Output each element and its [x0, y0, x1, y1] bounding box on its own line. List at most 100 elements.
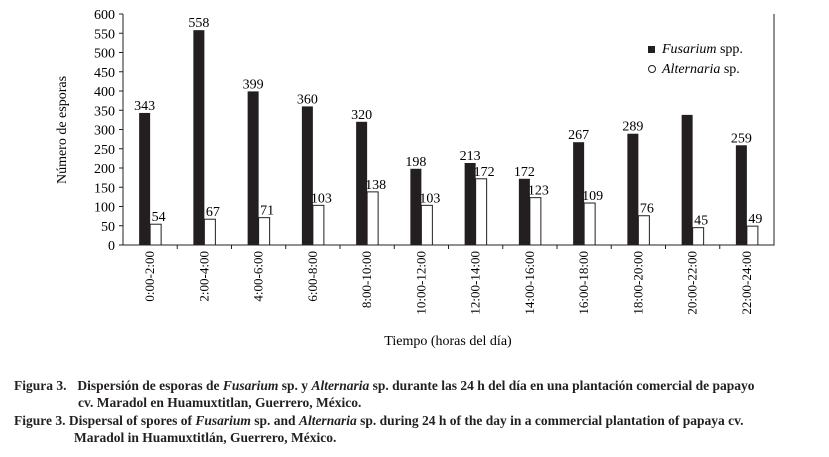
bar-alternaria	[692, 227, 705, 246]
bar-fusarium	[735, 145, 747, 245]
caption-text: sp. durante las 24 h del día en una plan…	[369, 378, 755, 393]
bar-chart: 0 50 100 150 200 250 300 350 400 450 500 550 600 0:00…	[55, 8, 775, 349]
bar-fusarium	[410, 168, 422, 245]
data-label-fusarium: 259	[731, 131, 752, 146]
caption-es: Figura 3. Dispersión de esporas de Fusar…	[14, 377, 755, 411]
bar-alternaria	[583, 202, 596, 246]
y-tick-label: 300	[94, 124, 115, 139]
legend-label-fusarium: Fusarium	[661, 42, 716, 57]
data-label-alternaria: 76	[640, 202, 654, 217]
bar-alternaria	[366, 191, 379, 246]
bar-fusarium	[627, 133, 639, 245]
data-label-fusarium: 320	[351, 108, 372, 123]
bar-alternaria	[312, 204, 325, 246]
caption-text: sp. during 24 h of the day in a commerci…	[356, 413, 744, 428]
caption-en-label: Figure 3.	[14, 413, 66, 428]
data-label-fusarium: 558	[188, 16, 209, 31]
bar-alternaria	[203, 218, 216, 246]
svg-text:Fusarium spp.: Fusarium spp.	[661, 42, 743, 57]
data-label-alternaria: 54	[152, 210, 166, 225]
x-tick-label: 12:00-14:00	[468, 251, 483, 315]
x-tick-label: 4:00-6:00	[251, 251, 266, 302]
data-label-fusarium: 198	[405, 155, 426, 170]
bar-fusarium	[193, 30, 205, 246]
legend: Fusarium spp. Alternaria sp.	[648, 42, 743, 77]
y-tick-label: 100	[94, 201, 115, 216]
caption-text: cv. Maradol en Huamuxtitlan, Guerrero, M…	[78, 395, 362, 410]
data-label-alternaria: 67	[206, 205, 220, 220]
bar-fusarium	[464, 162, 476, 245]
y-tick-label: 550	[94, 27, 115, 42]
x-tick-label: 2:00-4:00	[196, 251, 211, 302]
bar-fusarium	[139, 112, 151, 245]
caption-text: Fusarium	[195, 413, 251, 428]
bar-alternaria	[258, 217, 271, 246]
data-label-fusarium: 399	[243, 77, 264, 92]
caption-text: sp. y	[278, 378, 312, 393]
caption-text: Maradol in Huamuxtitlán, Guerrero, Méxic…	[74, 430, 337, 445]
data-label-alternaria: 103	[311, 191, 332, 206]
y-tick-label: 0	[108, 239, 115, 254]
caption-text: sp. and	[250, 413, 299, 428]
data-label-fusarium: 213	[460, 149, 481, 164]
x-tick-label: 16:00-18:00	[576, 251, 591, 315]
data-label-alternaria: 172	[474, 165, 495, 180]
y-tick-label: 50	[101, 220, 115, 235]
legend-suffix-fusarium: spp.	[716, 42, 742, 57]
x-tick-label: 14:00-16:00	[522, 251, 537, 315]
caption-es-label: Figura 3.	[14, 378, 67, 393]
caption-text: Dispersal of spores of	[68, 413, 196, 428]
bar-alternaria	[529, 197, 542, 246]
caption-text: Alternaria	[298, 413, 357, 428]
data-label-fusarium: 172	[514, 165, 535, 180]
data-label-fusarium: 343	[134, 99, 155, 114]
bar-fusarium	[356, 121, 368, 245]
legend-label-alternaria: Alternaria	[661, 62, 720, 77]
bar-alternaria	[475, 178, 488, 246]
bar-fusarium	[573, 142, 585, 245]
bar-fusarium	[301, 106, 313, 246]
x-tick-label: 0:00-2:00	[142, 251, 157, 302]
x-axis-title: Tiempo (horas del día)	[384, 334, 512, 349]
data-label-fusarium: 267	[568, 128, 589, 143]
x-tick-label: 20:00-22:00	[685, 251, 700, 315]
data-label-alternaria: 49	[748, 212, 762, 227]
caption-en: Figure 3. Dispersal of spores of Fusariu…	[14, 412, 744, 446]
y-tick-label: 250	[94, 143, 115, 158]
bar-fusarium	[681, 114, 693, 246]
data-label-alternaria: 123	[528, 184, 549, 199]
data-label-alternaria: 45	[694, 214, 708, 229]
data-label-alternaria: 138	[365, 178, 386, 193]
legend-swatch-fusarium	[648, 46, 655, 53]
bar-alternaria	[637, 215, 650, 246]
legend-swatch-alternaria	[648, 65, 656, 73]
y-tick-label: 450	[94, 66, 115, 81]
bar-alternaria	[149, 223, 162, 246]
y-axis-title: Número de esporas	[55, 76, 70, 184]
bar-alternaria	[746, 225, 759, 246]
x-tick-label: 18:00-20:00	[630, 251, 645, 315]
y-tick-label: 150	[94, 181, 115, 196]
caption-text: Fusarium	[222, 378, 279, 393]
data-label-fusarium: 360	[297, 92, 318, 107]
caption-text: Alternaria	[311, 378, 370, 393]
bar-fusarium	[518, 178, 530, 245]
legend-suffix-alternaria: sp.	[720, 62, 739, 77]
caption-text: Dispersión de esporas de	[77, 378, 223, 393]
bar-alternaria	[420, 204, 433, 246]
y-tick-label: 600	[94, 8, 115, 23]
x-tick-label: 8:00-10:00	[359, 251, 374, 308]
y-tick-label: 500	[94, 47, 115, 62]
y-tick-label: 350	[94, 104, 115, 119]
data-label-alternaria: 103	[419, 191, 440, 206]
y-tick-label: 200	[94, 162, 115, 177]
data-label-fusarium: 289	[622, 120, 643, 135]
bar-fusarium	[247, 91, 259, 245]
y-tick-label: 400	[94, 85, 115, 100]
data-label-alternaria: 109	[582, 189, 603, 204]
svg-text:Alternaria sp.: Alternaria sp.	[661, 62, 740, 77]
data-label-alternaria: 71	[260, 204, 274, 219]
x-tick-label: 22:00-24:00	[739, 251, 754, 315]
x-tick-label: 10:00-12:00	[413, 251, 428, 315]
x-tick-label: 6:00-8:00	[305, 251, 320, 302]
